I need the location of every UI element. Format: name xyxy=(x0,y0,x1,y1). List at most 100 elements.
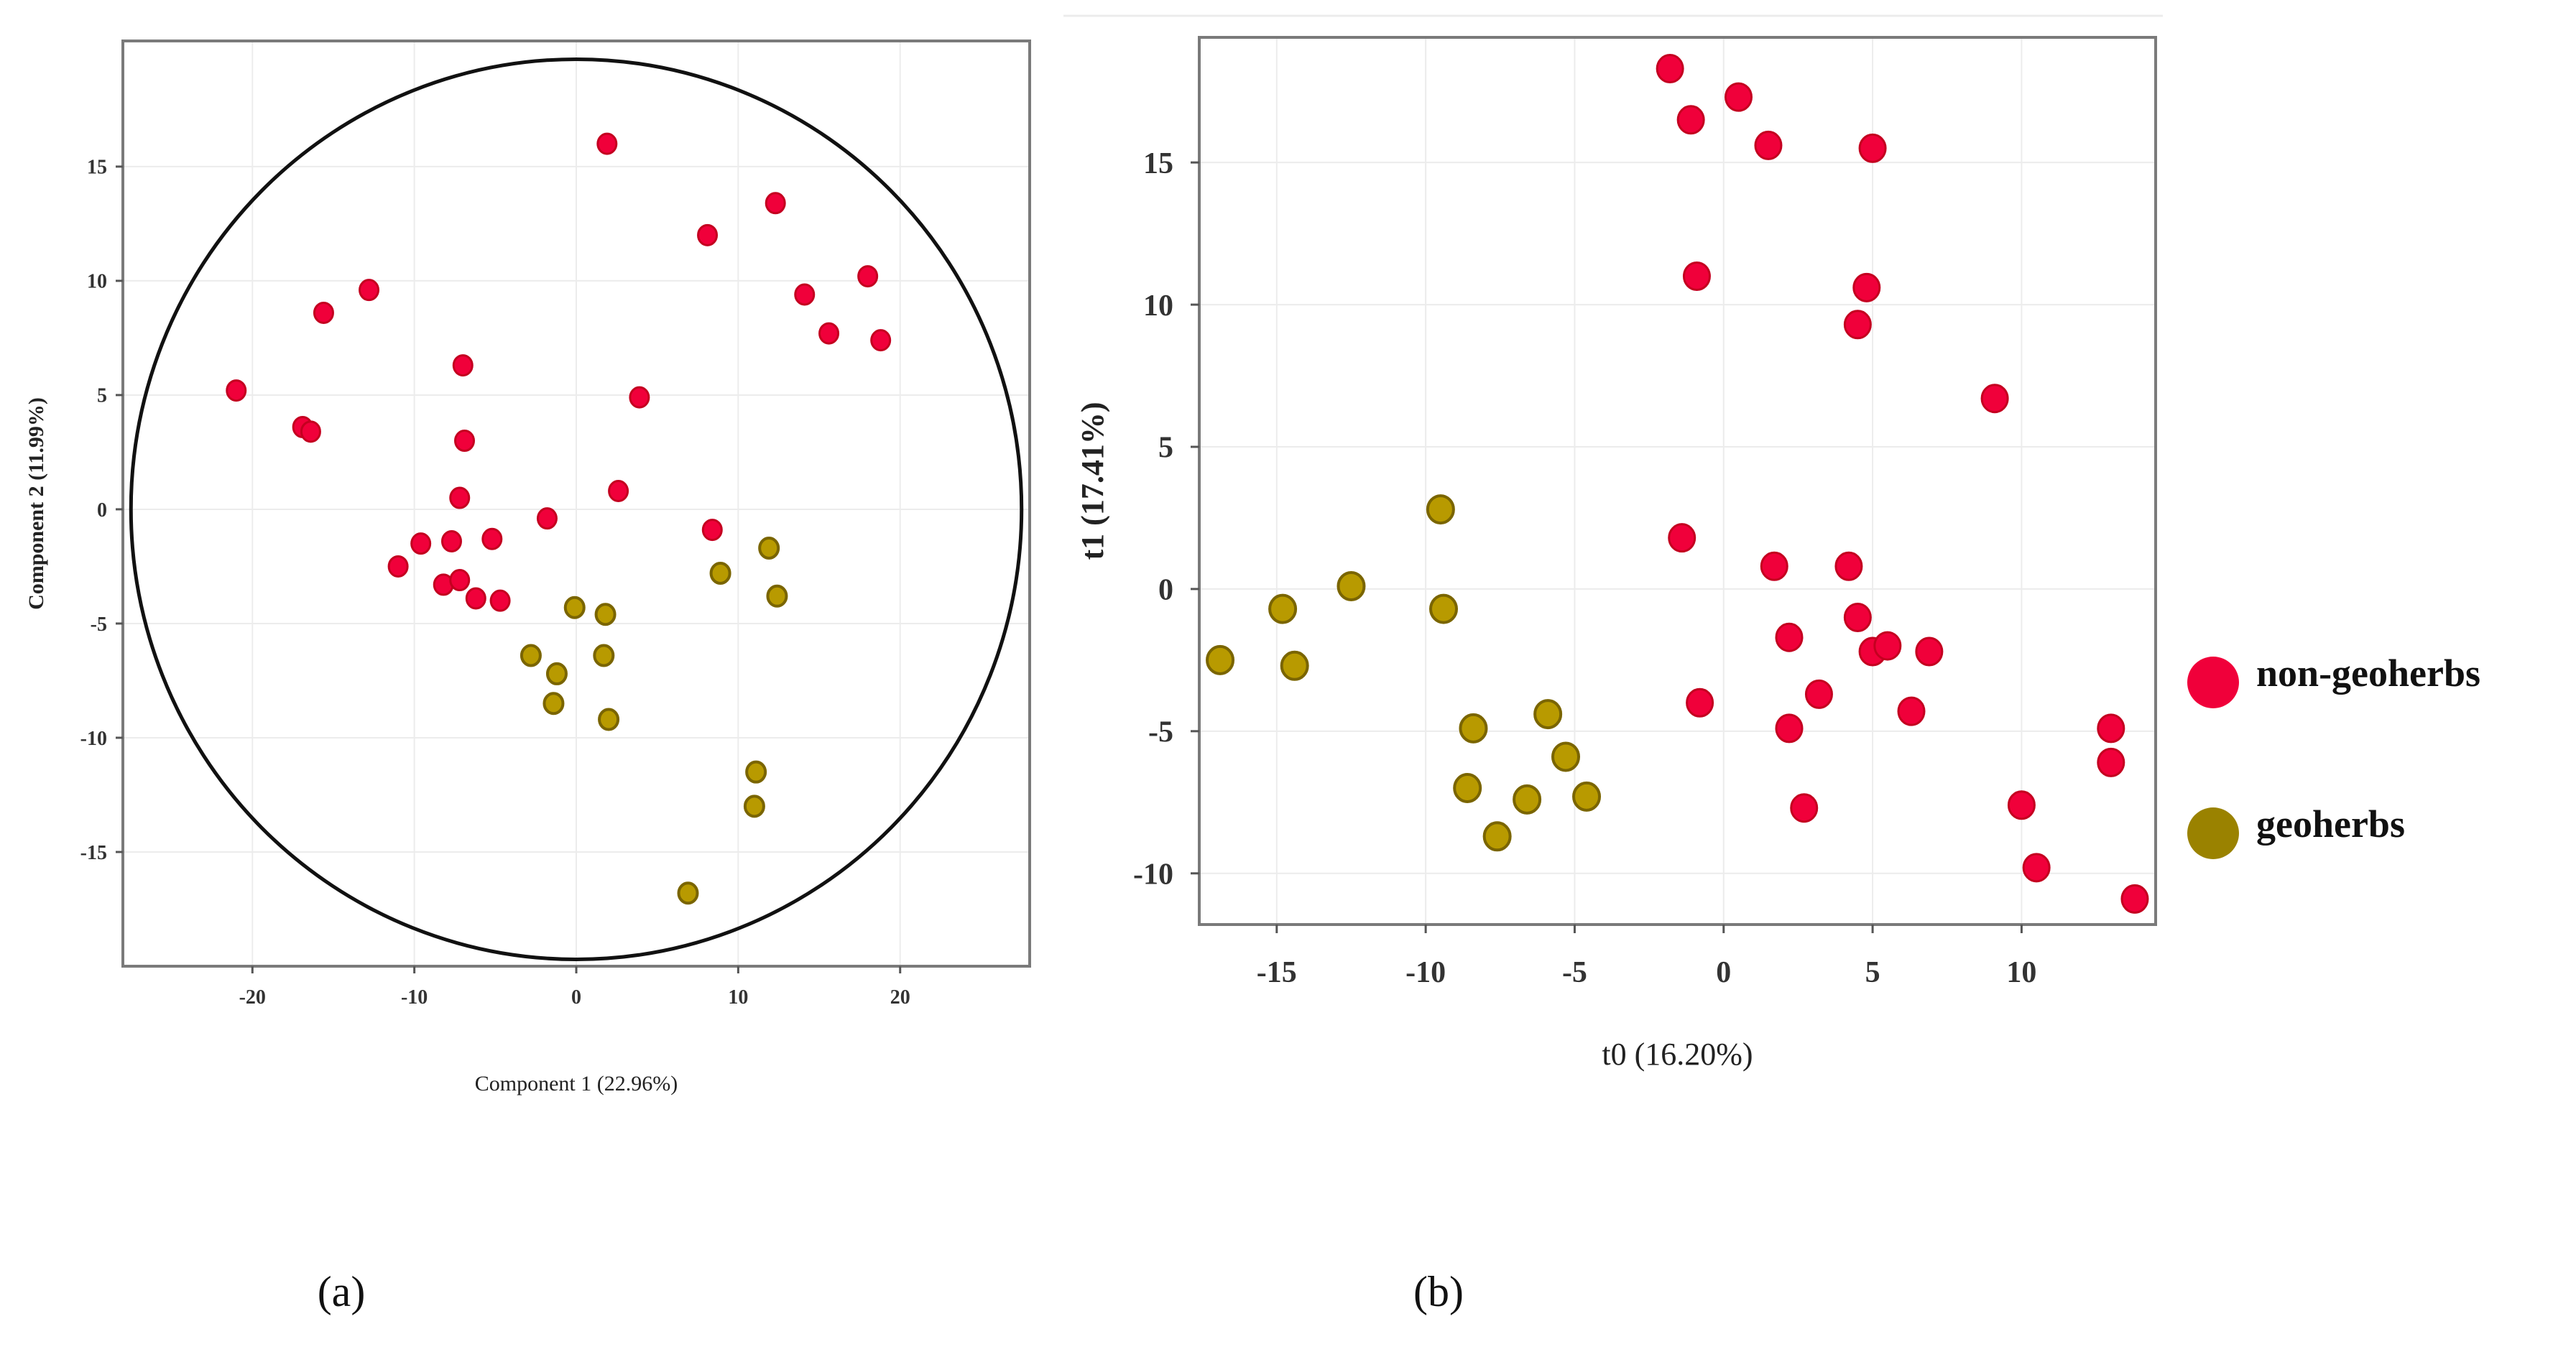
point-non-geoherbs xyxy=(2097,747,2125,777)
point-geoherbs xyxy=(598,708,620,731)
point-non-geoherbs xyxy=(440,529,462,552)
point-geoherbs xyxy=(545,662,568,685)
y-tick-label: -15 xyxy=(80,842,107,864)
point-non-geoherbs xyxy=(1725,82,1753,112)
panel-label-b: (b) xyxy=(1413,1268,1464,1315)
point-non-geoherbs xyxy=(454,430,476,453)
point-non-geoherbs xyxy=(701,519,723,542)
x-tick-label: 0 xyxy=(571,986,581,1009)
y-tick-label: 0 xyxy=(1158,574,1173,607)
x-tick-label: 10 xyxy=(728,986,748,1009)
point-non-geoherbs xyxy=(465,587,486,610)
legend-label-non-geoherbs: non-geoherbs xyxy=(2256,652,2480,695)
point-geoherbs xyxy=(1206,644,1235,675)
point-non-geoherbs xyxy=(2022,853,2051,883)
y-tick-label: 15 xyxy=(87,157,107,179)
point-geoherbs xyxy=(709,561,731,585)
point-non-geoherbs xyxy=(1843,603,1872,632)
point-non-geoherbs xyxy=(1834,551,1863,581)
point-non-geoherbs xyxy=(359,279,380,302)
y-tick-label: 10 xyxy=(1143,290,1173,323)
point-non-geoherbs xyxy=(794,283,816,306)
y-ticks-b: -10 -5 0 5 10 15 xyxy=(1133,147,1199,891)
point-non-geoherbs xyxy=(765,192,786,215)
point-geoherbs xyxy=(677,881,699,905)
point-non-geoherbs xyxy=(608,480,629,503)
x-tick-label: 20 xyxy=(890,986,910,1009)
point-non-geoherbs xyxy=(870,329,892,352)
point-geoherbs xyxy=(766,584,788,608)
x-axis-label-b: t0 (16.20%) xyxy=(1602,1037,1753,1072)
point-non-geoherbs xyxy=(2007,790,2036,820)
point-non-geoherbs xyxy=(449,569,471,592)
x-tick-label: -5 xyxy=(1562,956,1587,989)
y-tick-label: -10 xyxy=(1133,858,1173,891)
grid-b xyxy=(1199,37,2156,925)
point-non-geoherbs xyxy=(449,486,471,509)
point-geoherbs xyxy=(543,692,565,715)
point-non-geoherbs xyxy=(1668,523,1696,553)
y-tick-label: 5 xyxy=(97,385,107,407)
points-a xyxy=(226,132,892,905)
x-ticks-a: -20 -10 0 10 20 xyxy=(239,966,910,1009)
point-non-geoherbs xyxy=(1754,130,1783,160)
y-tick-label: -10 xyxy=(80,728,107,750)
point-geoherbs xyxy=(1459,713,1488,744)
point-geoherbs xyxy=(1268,593,1298,624)
x-tick-label: 0 xyxy=(1716,956,1731,989)
grid-a xyxy=(123,41,1030,966)
point-non-geoherbs xyxy=(857,265,879,288)
x-tick-label: -15 xyxy=(1257,956,1297,989)
score-plot-b: -15 -10 -5 0 5 10 -10 -5 0 5 10 15 t0 (16.20%) t1 … xyxy=(1075,36,2157,1072)
point-geoherbs xyxy=(1482,821,1512,852)
point-non-geoherbs xyxy=(481,527,503,550)
x-tick-label: -20 xyxy=(239,986,266,1009)
point-non-geoherbs xyxy=(1915,636,1944,667)
y-axis-label-b: t1 (17.41%) xyxy=(1075,402,1110,560)
red-dot-icon xyxy=(2187,657,2239,708)
point-non-geoherbs xyxy=(300,420,321,443)
point-non-geoherbs xyxy=(226,379,247,402)
point-non-geoherbs xyxy=(1897,696,1926,726)
confidence-ellipse xyxy=(129,57,1024,961)
y-axis-label-a: Component 2 (11.99%) xyxy=(24,397,48,610)
olive-dot-icon xyxy=(2187,807,2239,859)
point-non-geoherbs xyxy=(1980,384,2009,414)
point-geoherbs xyxy=(1572,781,1602,812)
score-plot-a: -20 -10 0 10 20 -15 -10 -5 0 5 10 15 Component 1 (… xyxy=(24,40,1031,1096)
point-non-geoherbs xyxy=(629,386,650,409)
point-geoherbs xyxy=(745,760,767,784)
point-geoherbs xyxy=(758,537,780,560)
x-tick-label: -10 xyxy=(401,986,428,1009)
point-non-geoherbs xyxy=(387,555,409,578)
point-non-geoherbs xyxy=(596,132,618,155)
point-non-geoherbs xyxy=(818,322,840,345)
point-non-geoherbs xyxy=(1790,793,1819,823)
y-tick-label: 0 xyxy=(97,499,107,522)
x-tick-label: 10 xyxy=(2006,956,2036,989)
legend: non-geoherbs geoherbs xyxy=(2187,652,2480,859)
point-geoherbs xyxy=(1337,570,1366,601)
point-geoherbs xyxy=(1551,741,1581,772)
point-non-geoherbs xyxy=(1775,622,1804,652)
point-non-geoherbs xyxy=(1676,105,1705,135)
plot-frame-b xyxy=(1198,36,2157,926)
point-non-geoherbs xyxy=(1852,272,1881,302)
point-non-geoherbs xyxy=(1775,713,1804,744)
point-non-geoherbs xyxy=(452,354,474,377)
point-non-geoherbs xyxy=(410,532,432,555)
point-geoherbs xyxy=(593,644,615,667)
point-non-geoherbs xyxy=(1656,54,1684,84)
point-geoherbs xyxy=(1533,699,1563,730)
point-geoherbs xyxy=(743,795,765,818)
point-non-geoherbs xyxy=(697,223,719,246)
point-geoherbs xyxy=(1453,773,1482,803)
point-non-geoherbs xyxy=(1760,551,1788,581)
point-non-geoherbs xyxy=(1682,261,1711,291)
x-ticks-b: -15 -10 -5 0 5 10 xyxy=(1257,925,2036,989)
legend-label-geoherbs: geoherbs xyxy=(2256,802,2405,846)
y-tick-label: -5 xyxy=(91,613,107,636)
x-axis-label-a: Component 1 (22.96%) xyxy=(475,1072,678,1096)
point-geoherbs xyxy=(1513,784,1542,815)
point-geoherbs xyxy=(1426,494,1455,525)
